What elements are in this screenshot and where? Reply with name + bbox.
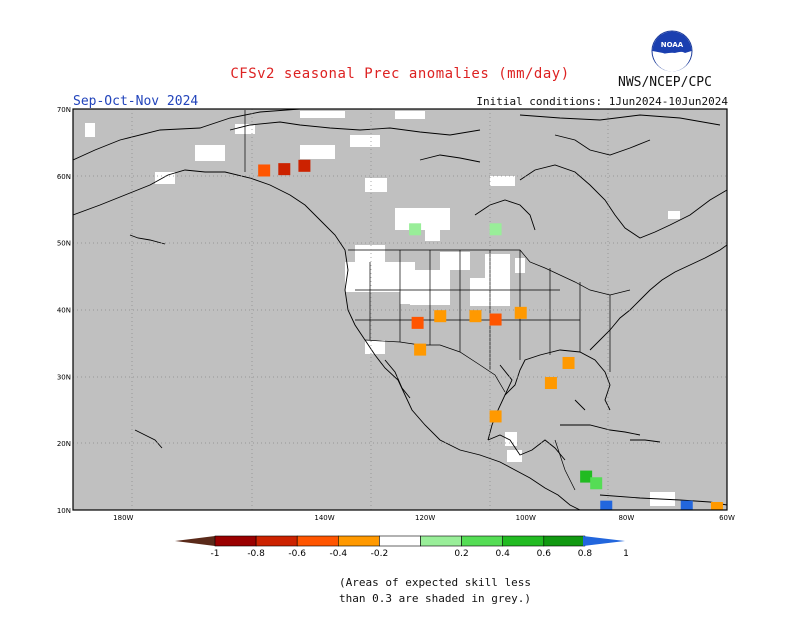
anomaly-patch — [544, 377, 557, 390]
initial-conditions-label: Initial conditions: 1Jun2024-10Jun2024 — [476, 95, 728, 108]
anomaly-patch — [580, 470, 593, 483]
noaa-logo-text: NOAA — [661, 41, 684, 49]
colorbar-cell — [379, 535, 421, 547]
lon-label: 180W — [113, 514, 133, 522]
colorbar-label: 0.2 — [454, 549, 468, 559]
lat-label: 20N — [57, 440, 71, 448]
anomaly-patch — [600, 500, 613, 510]
lon-label: 120W — [415, 514, 435, 522]
colorbar-cell — [214, 535, 257, 547]
lat-label: 40N — [57, 307, 71, 315]
colorbar-label: -0.6 — [288, 549, 306, 559]
colorbar-label: 0.6 — [537, 549, 552, 559]
anomaly-patch — [278, 163, 291, 176]
longitude-labels: 180W 140W 120W 100W 80W 60W — [113, 514, 735, 522]
anomaly-patches — [258, 159, 723, 510]
anomaly-patch — [258, 164, 271, 177]
anomaly-patch — [590, 477, 603, 490]
lat-label: 10N — [57, 507, 71, 515]
colorbar-label: -1 — [211, 549, 220, 559]
lon-label: 60W — [719, 514, 735, 522]
skill-note-line2: than 0.3 are shaded in grey.) — [338, 592, 532, 605]
colorbar-label: -0.8 — [247, 549, 265, 559]
anomaly-patch — [489, 410, 502, 423]
near-normal-areas — [85, 111, 680, 506]
season-label: Sep-Oct-Nov 2024 — [73, 94, 199, 109]
noaa-logo: NOAA — [651, 30, 693, 72]
anomaly-patch — [298, 159, 311, 172]
anomaly-patch — [710, 501, 723, 510]
colorbar-label: -0.2 — [371, 549, 389, 559]
colorbar-label: 1 — [623, 549, 629, 559]
lon-label: 100W — [516, 514, 536, 522]
anomaly-patch — [469, 310, 482, 323]
colorbar-cell — [255, 535, 298, 547]
agency-label: NWS/NCEP/CPC — [618, 75, 712, 90]
anomaly-patch — [680, 500, 693, 510]
lon-label: 80W — [618, 514, 634, 522]
colorbar-cell — [337, 535, 380, 547]
colorbar-label: 0.8 — [578, 549, 593, 559]
lat-label: 30N — [57, 373, 71, 381]
anomaly-patch — [411, 316, 424, 329]
anomaly-patch — [434, 310, 447, 323]
graticule — [73, 109, 727, 510]
lon-label: 140W — [314, 514, 334, 522]
anomaly-patch — [414, 343, 427, 356]
map-frame — [72, 108, 728, 511]
map-content — [73, 109, 727, 510]
colorbar-cell — [543, 535, 586, 547]
colorbar-label: 0.4 — [496, 549, 511, 559]
colorbar-left-arrow — [175, 536, 215, 546]
anomaly-patch — [489, 313, 502, 326]
anomaly-patch — [409, 223, 422, 236]
colorbar-cell — [502, 535, 545, 547]
colorbar-cell — [420, 535, 462, 547]
skill-note-line1: (Areas of expected skill less — [338, 576, 532, 589]
colorbar-label: -0.4 — [330, 549, 348, 559]
chart-title: CFSv2 seasonal Prec anomalies (mm/day) — [230, 66, 570, 82]
anomaly-patch — [489, 223, 502, 236]
lat-label: 50N — [57, 240, 71, 248]
colorbar-right-arrow — [583, 536, 625, 546]
political-borders — [244, 110, 631, 491]
lat-label: 60N — [57, 173, 71, 181]
latitude-labels: 70N 60N 50N 40N 30N 20N 10N — [57, 106, 71, 515]
anomaly-patch — [562, 356, 575, 369]
colorbar-cell — [296, 535, 339, 547]
colorbar-cell — [461, 535, 504, 547]
anomaly-patch — [514, 306, 527, 319]
colorbar: -1 -0.8 -0.6 -0.4 -0.2 0.2 0.4 0.6 0.8 1 — [175, 535, 629, 559]
lat-label: 70N — [57, 106, 71, 114]
